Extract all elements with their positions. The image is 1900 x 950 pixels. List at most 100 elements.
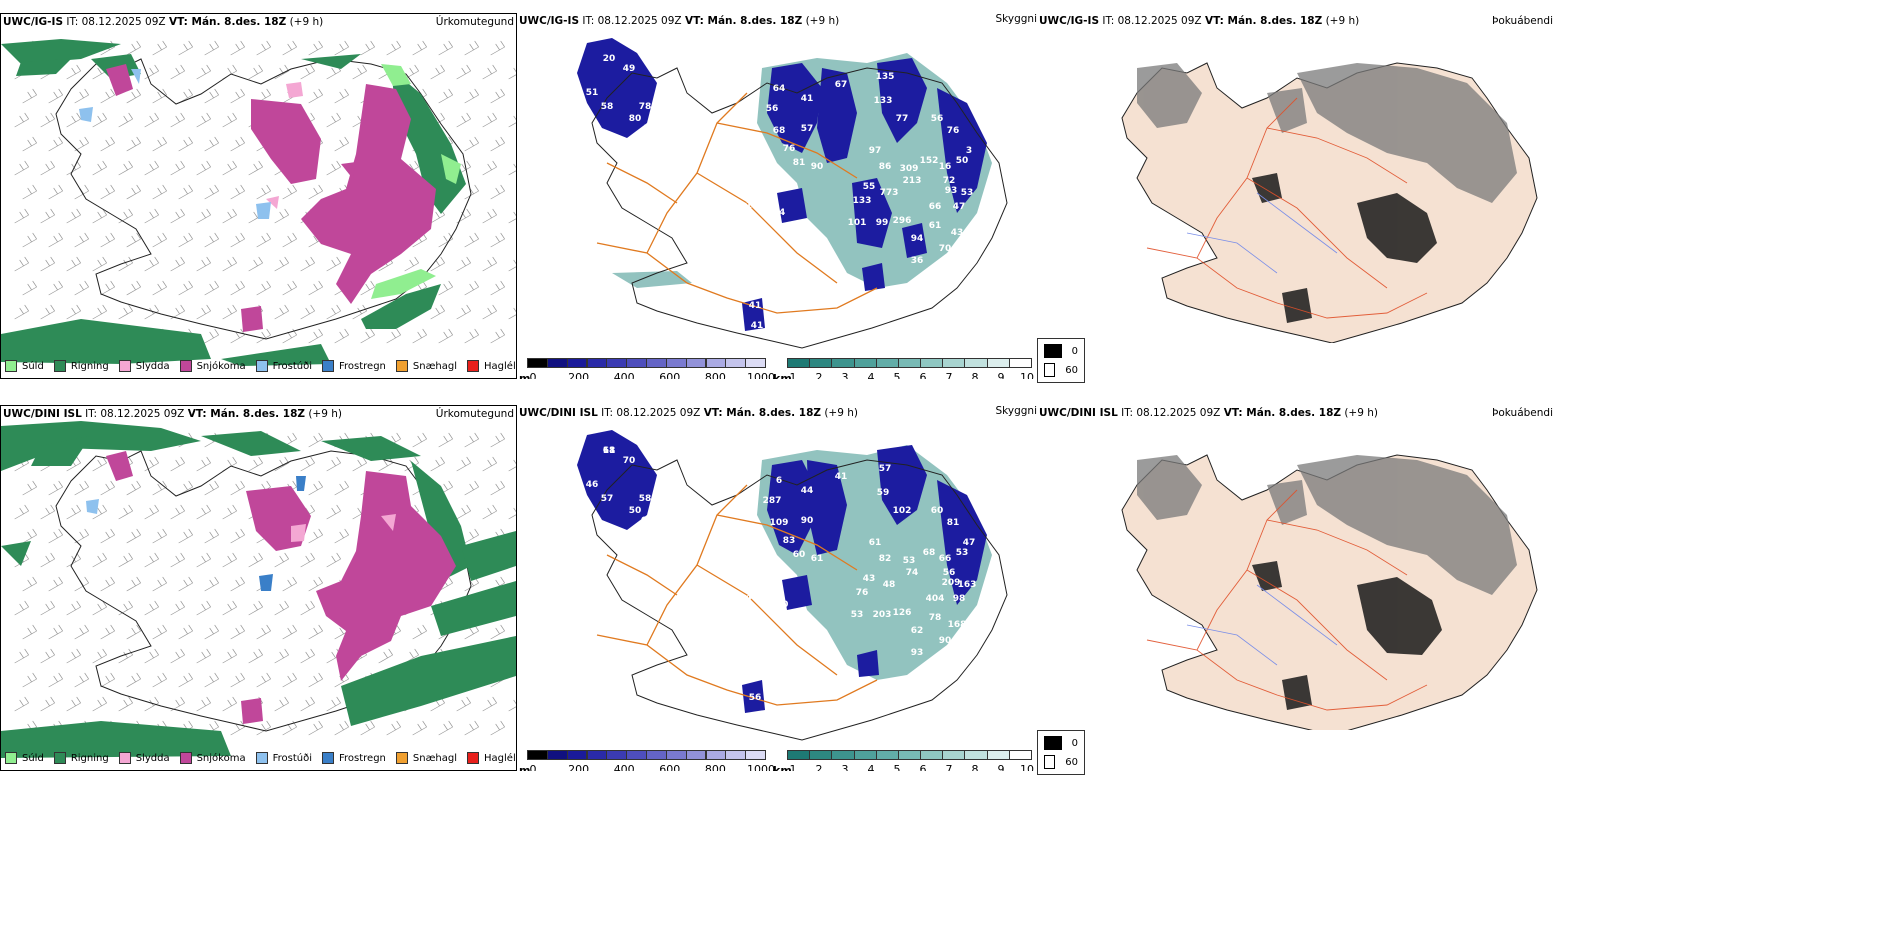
- wind-barb: [144, 552, 159, 568]
- wind-barb: [438, 40, 453, 56]
- map-value-label: 41: [749, 301, 762, 311]
- wind-barb: [222, 456, 237, 472]
- wind-barb: [430, 456, 445, 472]
- wind-barb: [308, 624, 323, 640]
- precip-map-top: [1, 39, 516, 366]
- map-value-label: 309: [900, 164, 919, 174]
- scale-segment: [964, 358, 988, 368]
- wind-barb: [508, 507, 516, 520]
- wind-barb: [230, 232, 245, 248]
- scale-tick-label: 8: [971, 763, 979, 771]
- scale-tick-label: 6: [919, 371, 927, 379]
- wind-barb: [170, 256, 185, 272]
- wind-barb: [204, 624, 219, 640]
- wind-barb: [144, 600, 159, 616]
- map-value-label: 83: [783, 536, 796, 546]
- wind-barb: [92, 304, 107, 320]
- fog-map-top: [1121, 62, 1538, 343]
- wind-barb: [204, 40, 219, 56]
- map-value-label: 287: [763, 496, 782, 506]
- wind-barb: [326, 552, 341, 568]
- legend-item-frostúði: Frostúði: [255, 752, 312, 764]
- scale-segment: [725, 750, 747, 760]
- wind-barb: [196, 696, 211, 712]
- wind-barb: [100, 232, 115, 248]
- scale-segment: [665, 358, 687, 368]
- wind-barb: [438, 232, 453, 248]
- wind-barb: [282, 184, 297, 200]
- wind-barb: [464, 40, 479, 56]
- wind-barb: [178, 184, 193, 200]
- wind-barb: [274, 456, 289, 472]
- map-value-label: 93: [911, 648, 924, 658]
- map-value-label: 213: [903, 176, 922, 186]
- legend-item-haglél: Haglél: [467, 360, 516, 372]
- wind-barb: [274, 648, 289, 664]
- wind-barb: [178, 624, 193, 640]
- legend-item-haglél: Haglél: [467, 752, 516, 764]
- wind-barb: [230, 672, 245, 688]
- legend-item-rigning: Rigning: [53, 360, 109, 372]
- wind-barb: [170, 304, 185, 320]
- legend-item-snæhagl: Snæhagl: [395, 360, 457, 372]
- map-value-label: 46: [586, 480, 599, 490]
- wind-barb: [66, 112, 81, 128]
- scale-segment: [920, 750, 944, 760]
- wind-barb: [144, 64, 159, 80]
- wind-barb: [152, 184, 167, 200]
- wind-barb: [282, 672, 297, 688]
- wind-barb: [66, 504, 81, 520]
- wind-barb: [66, 304, 81, 320]
- wind-barb: [256, 232, 271, 248]
- wind-barb: [14, 504, 29, 520]
- wind-barb: [308, 184, 323, 200]
- wind-barb: [92, 112, 107, 128]
- wind-barb: [196, 64, 211, 80]
- wind-barb: [40, 304, 55, 320]
- scale-segment: [586, 358, 608, 368]
- map-value-label: 152: [920, 156, 939, 166]
- map-value-label: 68: [773, 126, 786, 136]
- wind-barb: [334, 88, 349, 104]
- wind-barb: [196, 208, 211, 224]
- wind-barb: [256, 280, 271, 296]
- wind-barb: [178, 528, 193, 544]
- legend-label: Slydda: [135, 360, 170, 372]
- wind-barb: [482, 112, 497, 128]
- wind-barb: [196, 256, 211, 272]
- legend-label: Frostregn: [339, 752, 386, 764]
- wind-barb: [308, 672, 323, 688]
- scale-segment: [942, 750, 966, 760]
- wind-barb: [152, 232, 167, 248]
- wind-barb: [508, 211, 516, 224]
- visibility-title: Skyggni: [995, 13, 1038, 25]
- map-value-label: 76: [947, 126, 960, 136]
- wind-barb: [92, 696, 107, 712]
- wind-barb: [248, 160, 263, 176]
- wind-barb: [144, 456, 159, 472]
- legend-label: Haglél: [484, 360, 516, 372]
- wind-barb: [48, 232, 63, 248]
- map-value-label: 47: [953, 202, 966, 212]
- map-value-label: 60: [793, 550, 806, 560]
- wind-barb: [178, 88, 193, 104]
- wind-barb: [14, 304, 29, 320]
- wind-barb: [482, 504, 497, 520]
- wind-barb: [152, 528, 167, 544]
- wind-barb: [482, 696, 497, 712]
- map-value-label: 86: [879, 162, 892, 172]
- wind-barb: [256, 672, 271, 688]
- wind-barb: [438, 280, 453, 296]
- map-value-label: 203: [873, 610, 892, 620]
- iceland-outline: [591, 67, 1008, 349]
- precip-legend: Súld Rigning Slydda Snjókoma Frostúði Frostre…: [5, 360, 516, 372]
- map-value-label: 3: [966, 146, 972, 156]
- map-value-label: 57: [601, 494, 614, 504]
- wind-barb: [508, 307, 516, 320]
- wind-barb: [222, 648, 237, 664]
- scale-segment: [586, 750, 608, 760]
- wind-barb: [378, 648, 393, 664]
- legend-swatch: [467, 752, 480, 764]
- wind-barb: [204, 280, 219, 296]
- visibility-title: Skyggni: [995, 405, 1038, 417]
